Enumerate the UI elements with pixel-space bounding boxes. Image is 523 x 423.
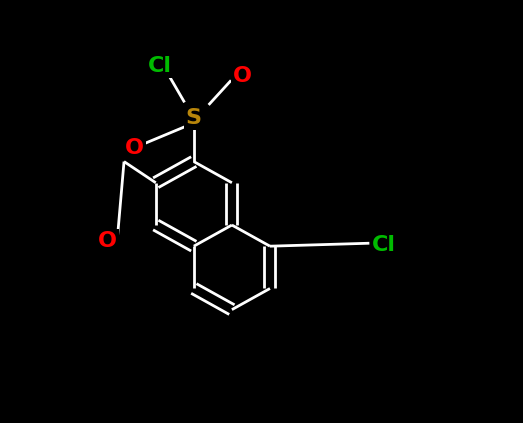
Text: O: O [233,66,252,86]
Text: O: O [98,231,117,251]
Text: O: O [125,138,144,158]
Text: S: S [186,108,202,129]
Text: Cl: Cl [148,55,172,76]
Text: Cl: Cl [372,235,396,255]
